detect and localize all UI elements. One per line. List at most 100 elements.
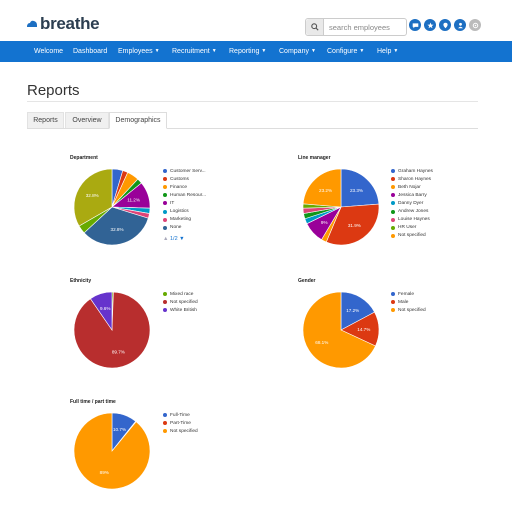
nav-label: Reporting (229, 48, 260, 55)
pie-data-label: 9.6% (100, 306, 110, 311)
pie-slice-sharon-haynes[interactable] (325, 203, 380, 246)
legend-label: White British (170, 307, 197, 313)
chart-title-gender: Gender (298, 278, 316, 284)
legend-label: Graham Haynes (398, 168, 433, 174)
legend-item[interactable]: Finance (163, 183, 206, 191)
pie-slice-finance[interactable] (73, 168, 113, 227)
legend-label: Beth Nojar (398, 184, 421, 190)
top-bar: breathe (0, 0, 512, 41)
nav-help[interactable]: Help ▼ (377, 41, 398, 62)
legend-swatch (163, 177, 167, 182)
cloud-logo-icon (27, 20, 37, 27)
pie-data-label: 14.7% (357, 327, 370, 332)
legend-item[interactable]: Logistics (163, 207, 206, 215)
legend-item[interactable]: Not specified (163, 427, 198, 435)
nav-dashboard[interactable]: Dashboard (73, 41, 107, 62)
tab-label: Reports (33, 117, 58, 124)
legend-item[interactable]: Beth Nojar (391, 183, 433, 191)
legend-item[interactable]: Not specified (391, 306, 426, 314)
settings-icon[interactable] (469, 19, 481, 31)
legend-label: HR User (398, 225, 417, 231)
legend-item[interactable]: Sharon Haynes (391, 175, 433, 183)
ethnicity-legend: Mixed race Not specified White British (163, 290, 198, 314)
legend-item[interactable]: White British (163, 306, 198, 314)
legend-item[interactable]: Customs (163, 175, 206, 183)
legend-item[interactable]: Andrew Jones (391, 207, 433, 215)
nav-reporting[interactable]: Reporting ▼ (229, 41, 266, 62)
legend-swatch (163, 429, 167, 434)
pager-prev-icon[interactable]: ▲ (163, 236, 169, 242)
star-icon[interactable] (424, 19, 436, 31)
legend-item[interactable]: Customer Serv... (163, 167, 206, 175)
pie-slice-white-british[interactable] (90, 291, 113, 331)
legend-swatch (163, 292, 167, 297)
nav-label: Employees (118, 48, 153, 55)
legend-label: Male (398, 299, 409, 305)
tab-overview[interactable]: Overview (65, 112, 109, 128)
user-icon[interactable] (454, 19, 466, 31)
legend-swatch (391, 185, 395, 190)
pie-slice-not-specified[interactable] (302, 168, 342, 208)
legend-item[interactable]: Male (391, 298, 426, 306)
legend-swatch (391, 225, 395, 230)
legend-swatch (391, 209, 395, 214)
legend-item[interactable]: Louise Haynes (391, 216, 433, 224)
chart-title-line-manager: Line manager (298, 155, 331, 161)
legend-item[interactable]: Danny Dyer (391, 199, 433, 207)
legend-label: None (170, 225, 182, 231)
legend-swatch (163, 217, 167, 222)
legend-item[interactable]: Graham Haynes (391, 167, 433, 175)
line-manager-pie-chart: 23.3% 31.9% 9% 23.2% (302, 168, 380, 246)
nav-employees[interactable]: Employees ▼ (118, 41, 160, 62)
nav-configure[interactable]: Configure ▼ (327, 41, 364, 62)
pie-data-label: 31.9% (348, 223, 361, 228)
legend-item[interactable]: Human Resour... (163, 191, 206, 199)
nav-recruitment[interactable]: Recruitment ▼ (172, 41, 217, 62)
pie-slice-not-specified[interactable] (73, 412, 151, 490)
caret-down-icon: ▼ (310, 48, 316, 54)
legend-label: Danny Dyer (398, 200, 424, 206)
legend-swatch (163, 209, 167, 214)
legend-swatch (391, 308, 395, 313)
pager-next-icon[interactable]: ▼ (179, 236, 185, 242)
legend-item[interactable]: Full-Time (163, 411, 198, 419)
legend-item[interactable]: Mixed race (163, 290, 198, 298)
pie-slice-graham-haynes[interactable] (340, 168, 380, 208)
nav-label: Help (377, 48, 392, 55)
legend-label: Customs (170, 176, 189, 182)
legend-label: Marketing (170, 217, 192, 223)
legend-item[interactable]: Not specified (391, 232, 433, 240)
legend-item[interactable]: HR User (391, 224, 433, 232)
legend-swatch (163, 413, 167, 418)
legend-item[interactable]: Marketing (163, 216, 206, 224)
search-icon[interactable] (306, 19, 324, 35)
caret-down-icon: ▼ (359, 48, 365, 54)
legend-item[interactable]: IT (163, 199, 206, 207)
caret-down-icon: ▼ (211, 48, 217, 54)
department-pie-chart: 11.2% 32.8% 32.8% (73, 168, 151, 246)
legend-swatch (163, 185, 167, 190)
legend-item[interactable]: Jessica Barry (391, 191, 433, 199)
pie-data-label: 68.1% (315, 340, 328, 345)
legend-swatch (163, 421, 167, 426)
legend-label: Mixed race (170, 291, 194, 297)
legend-item[interactable]: None (163, 224, 206, 232)
legend-swatch (391, 292, 395, 297)
pie-slice-none[interactable] (83, 206, 149, 246)
legend-label: Human Resour... (170, 192, 206, 198)
chat-icon[interactable] (409, 19, 421, 31)
nav-welcome[interactable]: Welcome (34, 41, 63, 62)
legend-item[interactable]: Part-Time (163, 419, 198, 427)
legend-item[interactable]: Female (391, 290, 426, 298)
legend-pager[interactable]: ▲ 1/2 ▼ (163, 236, 185, 242)
main-nav: Welcome Dashboard Employees ▼ Recruitment… (0, 41, 512, 62)
tab-demographics[interactable]: Demographics (109, 112, 167, 129)
legend-item[interactable]: Not specified (163, 298, 198, 306)
caret-down-icon: ▼ (154, 48, 160, 54)
search-input[interactable] (324, 19, 405, 35)
location-icon[interactable] (439, 19, 451, 31)
pie-slice-not-specified[interactable] (302, 291, 376, 369)
breathe-logo[interactable]: breathe (26, 14, 100, 34)
nav-company[interactable]: Company ▼ (279, 41, 316, 62)
tab-reports[interactable]: Reports (27, 112, 64, 128)
